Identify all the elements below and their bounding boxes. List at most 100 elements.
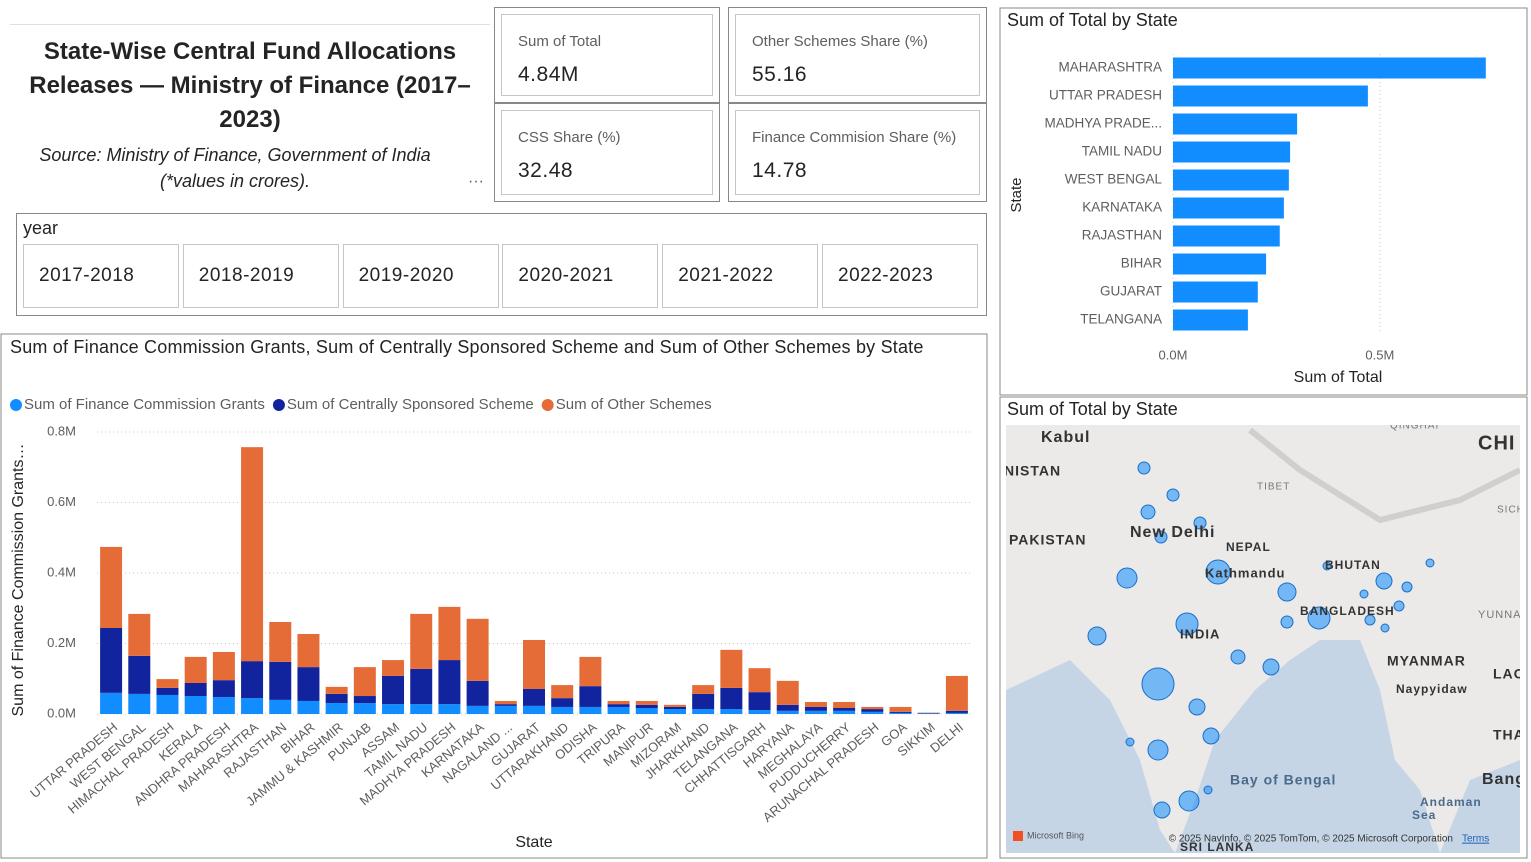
year-option[interactable]: 2022-2023	[822, 244, 978, 308]
bar	[1173, 225, 1280, 247]
y-tick-label: KARNATAKA	[1082, 200, 1162, 215]
map-label: BANGLADESH	[1300, 604, 1395, 618]
bar-segment	[212, 651, 235, 681]
year-option[interactable]: 2020-2021	[502, 244, 659, 308]
map-bubble	[1153, 801, 1171, 819]
map-label: NEPAL	[1226, 540, 1271, 554]
map-bubble	[1137, 461, 1151, 475]
map-label: Sea	[1412, 808, 1436, 822]
bar-segment	[833, 710, 856, 714]
y-tick-label: 0.4M	[47, 564, 76, 579]
slicer-title: year	[23, 218, 59, 238]
bar-segment	[184, 656, 207, 683]
map-attribution: © 2025 NavInfo, © 2025 TomTom, © 2025 Mi…	[1169, 834, 1453, 845]
map-bubble	[1193, 516, 1207, 530]
year-option[interactable]: 2021-2022	[662, 244, 819, 308]
bar-segment	[100, 627, 123, 693]
map-bubble	[1087, 626, 1107, 646]
bar-segment	[720, 687, 743, 710]
bar-segment	[748, 710, 771, 714]
year-option[interactable]: 2017-2018	[23, 244, 179, 308]
bar-segment	[325, 693, 348, 704]
map-bubble	[1364, 614, 1376, 626]
bar-segment	[861, 706, 884, 710]
chart-title: Sum of Total by State	[1007, 10, 1178, 30]
map-bubble	[1401, 581, 1413, 593]
bar-segment	[212, 680, 235, 698]
bar-segment	[466, 705, 489, 714]
legend-label: Sum of Finance Commission Grants	[24, 396, 265, 413]
bar-segment	[551, 706, 574, 714]
bar-segment	[410, 613, 433, 669]
bar-segment	[917, 713, 940, 714]
page-title: State-Wise Central Fund Allocations Rele…	[29, 38, 471, 133]
bar-segment	[410, 704, 433, 714]
year-option[interactable]: 2019-2020	[342, 244, 499, 308]
kpi-label: CSS Share (%)	[518, 129, 621, 146]
map-bubble	[1140, 504, 1156, 520]
kpi-value: 14.78	[752, 159, 808, 182]
legend-marker	[272, 399, 285, 411]
bar-segment	[579, 686, 602, 707]
map[interactable]: QINGHAI Kabul CHI NISTAN TIBET SICH PAKISTAN Ne…	[1004, 421, 1531, 855]
map-brand: Microsoft Bing	[1027, 830, 1084, 840]
bar-segment	[833, 708, 856, 711]
map-bubble	[1141, 667, 1175, 701]
y-tick-label: TAMIL NADU	[1082, 144, 1162, 159]
bar-segment	[410, 668, 433, 705]
bar-segment	[325, 703, 348, 714]
bar-segment	[128, 613, 151, 656]
bar-segment	[269, 621, 292, 662]
legend-marker	[10, 399, 22, 411]
map-label: Bangkok	[1482, 771, 1531, 788]
bar	[1173, 57, 1486, 79]
map-bubble	[1307, 606, 1331, 630]
kpi-card: Finance Commision Share (%) 14.78	[728, 103, 987, 202]
year-slicer: year 2017-2018 2018-2019 2019-2020 2020-202…	[16, 213, 987, 316]
bar-segment	[579, 706, 602, 714]
y-tick-label: 0.2M	[47, 635, 76, 650]
bar-segment	[804, 710, 827, 714]
bar-segment	[523, 705, 545, 714]
more-options[interactable]: ···	[468, 173, 484, 190]
map-bubble	[1393, 600, 1405, 612]
panel	[999, 396, 1528, 859]
map-bubble	[1277, 582, 1297, 602]
bar-segment	[438, 660, 461, 705]
bar-segment	[861, 709, 884, 712]
y-tick-label: 0.6M	[47, 494, 76, 509]
bar-segment	[889, 712, 912, 714]
bar	[1173, 281, 1258, 303]
map-bubble	[1147, 739, 1169, 761]
kpi-value: 55.16	[752, 63, 808, 86]
bar-segment	[353, 696, 376, 704]
map-bubble	[1178, 790, 1200, 812]
legend-marker	[541, 399, 554, 411]
y-tick-label: 0.8M	[47, 423, 76, 438]
bar-segment	[241, 698, 264, 714]
bar-segment	[748, 692, 771, 711]
bar-segment	[241, 447, 264, 662]
map-bubble	[1166, 488, 1180, 502]
kpi-value: 4.84M	[518, 63, 579, 86]
chart-title: Sum of Finance Commission Grants, Sum of…	[10, 337, 924, 357]
kpi-value: 32.48	[518, 159, 574, 182]
map-bubble	[1262, 658, 1280, 676]
bar-segment	[297, 633, 320, 668]
map-bubble	[1425, 558, 1435, 568]
y-tick-label: MAHARASHTRA	[1058, 60, 1162, 75]
bar-segment	[607, 704, 630, 707]
bar-segment	[382, 704, 405, 714]
kpi-label: Sum of Total	[518, 33, 602, 50]
map-bubble	[1116, 567, 1138, 589]
bar-segment	[663, 704, 686, 707]
bar-segment	[466, 618, 489, 681]
bar-segment	[804, 706, 827, 711]
x-axis-title: Sum of Total	[1294, 369, 1383, 386]
bar	[1173, 169, 1289, 191]
bar-segment	[833, 702, 856, 709]
map-terms[interactable]: Terms	[1462, 834, 1489, 845]
bar-segment	[663, 709, 686, 714]
year-option[interactable]: 2018-2019	[182, 244, 339, 308]
